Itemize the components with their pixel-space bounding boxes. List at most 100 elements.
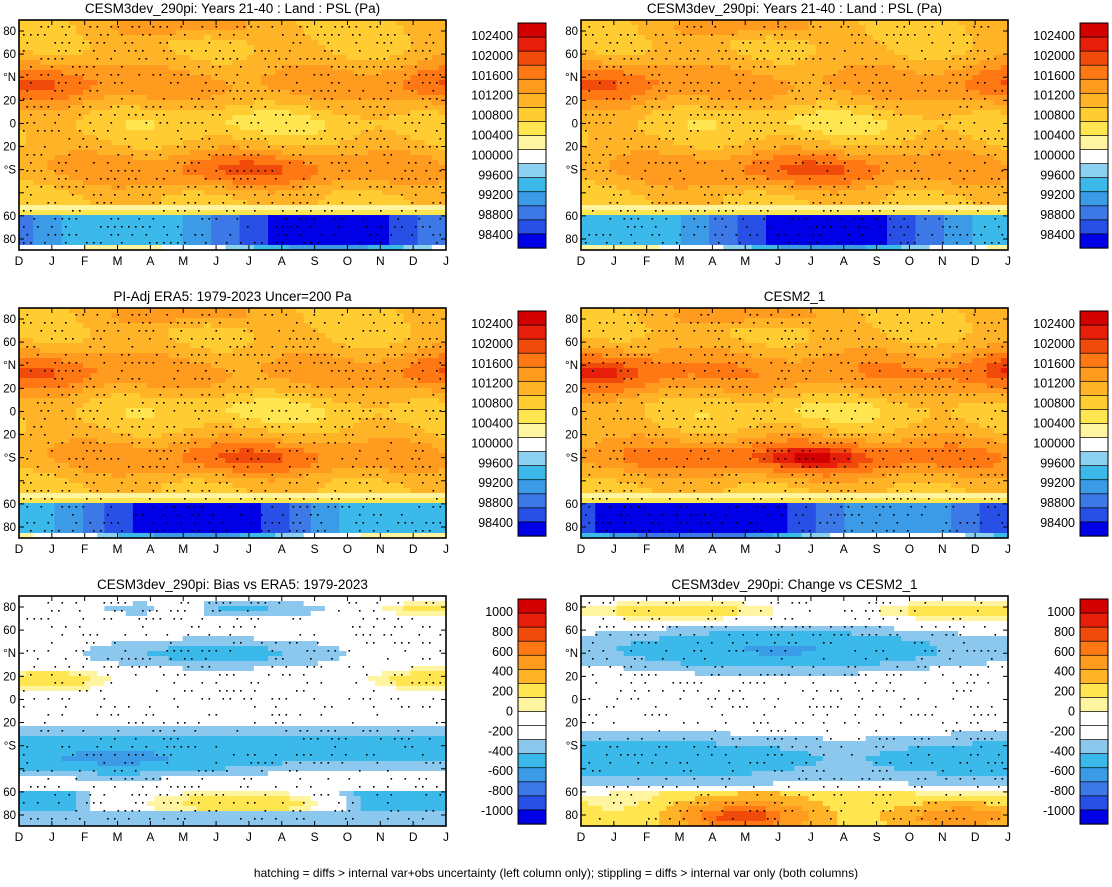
heatmap-cell — [865, 150, 874, 156]
heatmap-cell — [602, 110, 611, 116]
heatmap-cell — [794, 85, 803, 91]
heatmap-cell — [33, 65, 41, 71]
heatmap-cell — [296, 45, 305, 51]
heatmap-cell — [438, 25, 447, 31]
heatmap-cell — [204, 230, 212, 236]
heatmap-cell — [965, 70, 974, 76]
heatmap-cell — [218, 230, 226, 236]
heatmap-cell — [929, 70, 938, 76]
heatmap-cell — [737, 105, 746, 111]
heatmap-cell — [773, 30, 781, 36]
heatmap-cell — [139, 240, 148, 246]
heatmap-cell — [766, 95, 774, 101]
heatmap-cell — [104, 105, 113, 111]
heatmap-cell — [979, 70, 988, 76]
heatmap-cell — [410, 230, 419, 236]
heatmap-cell — [33, 225, 41, 231]
heatmap-cell — [929, 50, 938, 56]
heatmap-cell — [623, 20, 632, 26]
heatmap-cell — [901, 75, 909, 81]
heatmap-cell — [410, 240, 419, 246]
heatmap-cell — [339, 45, 347, 51]
heatmap-cell — [915, 135, 924, 141]
heatmap-cell — [723, 75, 732, 81]
heatmap-cell — [865, 115, 874, 121]
heatmap-cell — [339, 30, 347, 36]
colorbar-swatch — [517, 233, 547, 249]
heatmap-cell — [780, 115, 788, 121]
heatmap-cell — [61, 170, 70, 176]
heatmap-cell — [161, 120, 170, 126]
heatmap-cell — [986, 20, 995, 26]
heatmap-cell — [716, 60, 724, 66]
heatmap-cell — [339, 160, 347, 166]
heatmap-cell — [40, 210, 49, 216]
heatmap-cell — [588, 45, 596, 51]
heatmap-cell — [139, 140, 148, 146]
heatmap-cell — [808, 70, 817, 76]
heatmap-cell — [47, 115, 56, 121]
heatmap-cell — [260, 175, 269, 181]
heatmap-cell — [851, 75, 860, 81]
heatmap-cell — [332, 20, 340, 26]
heatmap-cell — [332, 130, 340, 136]
heatmap-cell — [26, 170, 34, 176]
heatmap-cell — [303, 25, 312, 31]
heatmap-cell — [616, 90, 625, 96]
heatmap-cell — [758, 160, 767, 166]
heatmap-cell — [147, 205, 155, 211]
heatmap-cell — [47, 75, 56, 81]
heatmap-cell — [865, 85, 874, 91]
heatmap-cell — [837, 105, 845, 111]
heatmap-cell — [431, 75, 440, 81]
heatmap-cell — [125, 185, 134, 191]
heatmap-cell — [175, 65, 184, 71]
heatmap-cell — [616, 160, 625, 166]
heatmap-cell — [901, 160, 909, 166]
heatmap-cell — [204, 155, 212, 161]
heatmap-cell — [104, 155, 113, 161]
heatmap-cell — [389, 50, 397, 56]
heatmap-cell — [339, 130, 347, 136]
heatmap-cell — [709, 135, 717, 141]
heatmap-cell — [595, 105, 603, 111]
heatmap-cell — [730, 100, 739, 106]
heatmap-cell — [332, 195, 340, 201]
heatmap-cell — [595, 25, 603, 31]
heatmap-cell — [616, 25, 625, 31]
heatmap-cell — [154, 245, 162, 251]
heatmap-cell — [33, 95, 41, 101]
heatmap-cell — [132, 70, 141, 76]
heatmap-cell — [346, 145, 355, 151]
heatmap-cell — [801, 190, 810, 196]
heatmap-cell — [652, 110, 660, 116]
heatmap-cell — [396, 115, 404, 121]
heatmap-cell — [97, 165, 105, 171]
heatmap-cell — [844, 65, 853, 71]
heatmap-cell — [75, 165, 84, 171]
heatmap-cell — [161, 240, 170, 246]
heatmap-cell — [225, 110, 234, 116]
heatmap-cell — [929, 175, 938, 181]
heatmap-cell — [659, 25, 667, 31]
heatmap-cell — [218, 20, 226, 26]
heatmap-cell — [353, 195, 362, 201]
heatmap-cell — [588, 125, 596, 131]
heatmap-cell — [61, 125, 70, 131]
heatmap-cell — [936, 140, 945, 146]
heatmap-cell — [33, 215, 41, 221]
heatmap-cell — [801, 175, 810, 181]
heatmap-cell — [623, 155, 632, 161]
heatmap-cell — [680, 45, 689, 51]
heatmap-cell — [389, 205, 397, 211]
heatmap-cell — [687, 185, 696, 191]
heatmap-cell — [268, 165, 276, 171]
heatmap-cell — [431, 135, 440, 141]
heatmap-cell — [132, 115, 141, 121]
heatmap-cell — [239, 190, 248, 196]
heatmap-cell — [154, 195, 162, 201]
heatmap-cell — [438, 70, 447, 76]
heatmap-cell — [616, 100, 625, 106]
heatmap-cell — [253, 115, 262, 121]
heatmap-cell — [275, 115, 283, 121]
